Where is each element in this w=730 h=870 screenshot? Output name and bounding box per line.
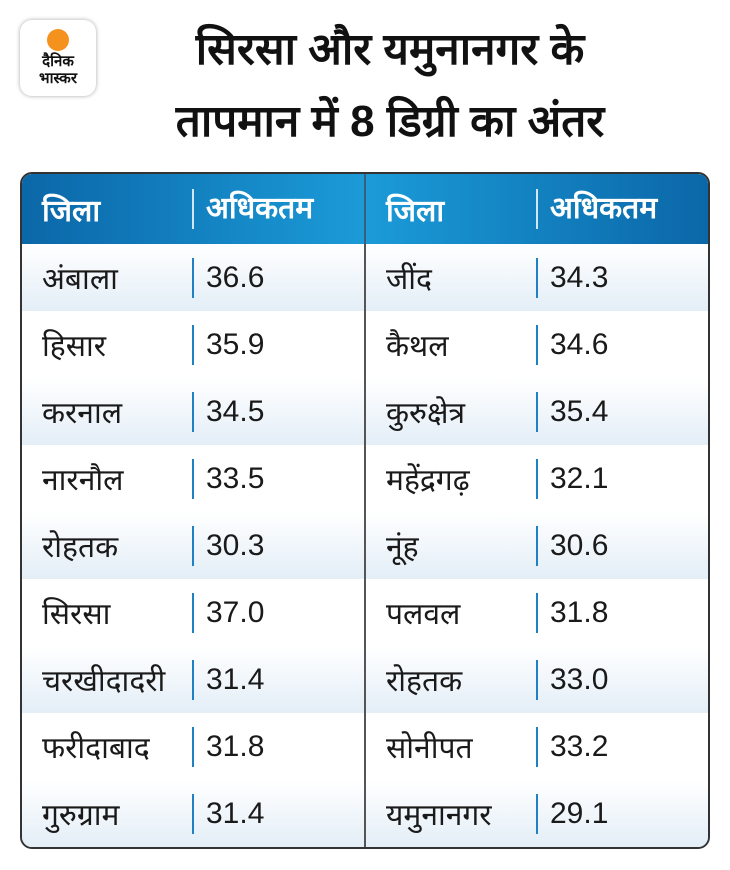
- district-cell: रोहतक: [42, 531, 119, 564]
- logo-line-1: दैनिक: [42, 53, 74, 70]
- district-cell: नारनौल: [42, 464, 124, 497]
- max-temp-cell: 29.1: [536, 793, 708, 834]
- district-cell: चरखीदादरी: [42, 665, 166, 698]
- max-temp-cell: 34.3: [536, 257, 708, 298]
- title-line-2: तापमान में 8 डिग्री का अंतर: [175, 97, 605, 146]
- district-cell: कुरुक्षेत्र: [386, 397, 466, 430]
- row-left: हिसार 35.9: [22, 311, 364, 378]
- table-row: करनाल 34.5 कुरुक्षेत्र 35.4: [22, 378, 708, 445]
- max-temp-cell: 37.0: [192, 592, 364, 633]
- header-left: जिला अधिकतम: [22, 174, 364, 244]
- max-temp-cell: 33.0: [536, 659, 708, 700]
- row-left: चरखीदादरी 31.4: [22, 646, 364, 713]
- logo-sun-icon: [47, 29, 69, 51]
- max-temp-cell: 34.6: [536, 324, 708, 365]
- title-line-1: सिरसा और यमुनानगर के: [195, 25, 585, 74]
- header-max: अधिकतम: [536, 189, 708, 229]
- district-cell: अंबाला: [42, 263, 118, 296]
- table-row: फरीदाबाद 31.8 सोनीपत 33.2: [22, 713, 708, 780]
- row-right: नूंह 30.6: [364, 512, 708, 579]
- row-left: अंबाला 36.6: [22, 244, 364, 311]
- district-cell: नूंह: [386, 531, 419, 564]
- temperature-table: जिला अधिकतम जिला अधिकतम अंबाला 36.6 जींद 34…: [20, 172, 710, 849]
- district-cell: यमुनानगर: [386, 799, 492, 832]
- max-temp-cell: 35.9: [192, 324, 364, 365]
- header-district: जिला: [42, 194, 101, 228]
- row-right: कुरुक्षेत्र 35.4: [364, 378, 708, 445]
- max-temp-cell: 36.6: [192, 257, 364, 298]
- district-cell: महेंद्रगढ़: [386, 464, 470, 497]
- max-temp-cell: 31.4: [192, 793, 364, 834]
- table-header: जिला अधिकतम जिला अधिकतम: [22, 174, 708, 244]
- table-row: अंबाला 36.6 जींद 34.3: [22, 244, 708, 311]
- district-cell: पलवल: [386, 598, 461, 631]
- row-left: गुरुग्राम 31.4: [22, 780, 364, 847]
- row-left: रोहतक 30.3: [22, 512, 364, 579]
- district-cell: सिरसा: [42, 598, 111, 631]
- page-title: सिरसा और यमुनानगर के तापमान में 8 डिग्री…: [110, 14, 670, 158]
- row-right: यमुनानगर 29.1: [364, 780, 708, 847]
- district-cell: सोनीपत: [386, 732, 473, 765]
- max-temp-cell: 35.4: [536, 391, 708, 432]
- max-temp-cell: 31.8: [536, 592, 708, 633]
- row-left: सिरसा 37.0: [22, 579, 364, 646]
- max-temp-cell: 32.1: [536, 458, 708, 499]
- table-row: रोहतक 30.3 नूंह 30.6: [22, 512, 708, 579]
- max-temp-cell: 30.6: [536, 525, 708, 566]
- dainik-bhaskar-logo: दैनिक भास्कर: [20, 20, 96, 96]
- max-temp-cell: 31.8: [192, 726, 364, 767]
- district-cell: कैथल: [386, 330, 449, 363]
- row-left: करनाल 34.5: [22, 378, 364, 445]
- district-cell: गुरुग्राम: [42, 799, 120, 832]
- header-district: जिला: [386, 194, 445, 228]
- row-right: महेंद्रगढ़ 32.1: [364, 445, 708, 512]
- table-row: सिरसा 37.0 पलवल 31.8: [22, 579, 708, 646]
- district-cell: रोहतक: [386, 665, 463, 698]
- max-temp-cell: 30.3: [192, 525, 364, 566]
- district-cell: फरीदाबाद: [42, 732, 150, 765]
- max-temp-cell: 34.5: [192, 391, 364, 432]
- logo-line-2: भास्कर: [39, 70, 77, 87]
- table-row: गुरुग्राम 31.4 यमुनानगर 29.1: [22, 780, 708, 847]
- row-right: रोहतक 33.0: [364, 646, 708, 713]
- row-right: सोनीपत 33.2: [364, 713, 708, 780]
- header-right: जिला अधिकतम: [364, 174, 708, 244]
- max-temp-cell: 31.4: [192, 659, 364, 700]
- district-cell: जींद: [386, 263, 432, 296]
- table-body: अंबाला 36.6 जींद 34.3 हिसार 35.9 कैथल 34.6 करनाल…: [22, 244, 708, 847]
- header-max: अधिकतम: [192, 189, 364, 229]
- district-cell: करनाल: [42, 397, 123, 430]
- max-temp-cell: 33.5: [192, 458, 364, 499]
- row-left: नारनौल 33.5: [22, 445, 364, 512]
- table-row: नारनौल 33.5 महेंद्रगढ़ 32.1: [22, 445, 708, 512]
- row-right: कैथल 34.6: [364, 311, 708, 378]
- row-right: जींद 34.3: [364, 244, 708, 311]
- row-right: पलवल 31.8: [364, 579, 708, 646]
- row-left: फरीदाबाद 31.8: [22, 713, 364, 780]
- table-row: हिसार 35.9 कैथल 34.6: [22, 311, 708, 378]
- district-cell: हिसार: [42, 330, 107, 363]
- max-temp-cell: 33.2: [536, 726, 708, 767]
- table-row: चरखीदादरी 31.4 रोहतक 33.0: [22, 646, 708, 713]
